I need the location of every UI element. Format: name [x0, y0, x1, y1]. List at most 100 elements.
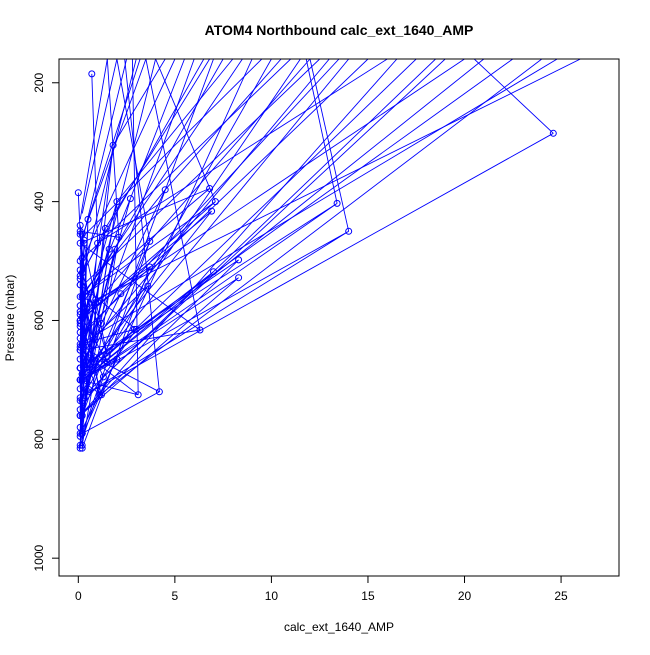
data-point [76, 441, 84, 449]
data-point [90, 340, 98, 348]
data-point [333, 199, 341, 207]
data-point [80, 239, 88, 247]
series-segment [120, 59, 340, 295]
series-segment [79, 59, 398, 416]
series-segment [309, 59, 350, 232]
data-point [101, 224, 109, 232]
series-segment [79, 59, 321, 289]
data-point [76, 412, 84, 420]
data-point [76, 281, 84, 289]
series-segment [79, 59, 292, 262]
series-segment [79, 59, 558, 345]
series-segment [473, 59, 554, 134]
series-lines [77, 59, 581, 449]
series-segment [97, 59, 388, 244]
data-point [78, 230, 86, 238]
data-point [115, 233, 123, 241]
series-segment [129, 59, 185, 199]
data-point [132, 325, 140, 333]
data-point [211, 198, 219, 206]
data-point [74, 189, 82, 197]
series-segment [79, 59, 330, 357]
data-point [130, 325, 138, 333]
data-point [126, 195, 134, 203]
series-segment [81, 59, 176, 262]
data-point [84, 388, 92, 396]
data-point [96, 391, 104, 399]
data-point [206, 185, 214, 192]
series-segment [93, 59, 301, 363]
series-segment [83, 59, 147, 232]
data-point [117, 290, 125, 298]
data-point [76, 394, 84, 402]
series-line-3 [78, 132, 554, 435]
data-point [98, 319, 105, 327]
series-segment [83, 59, 350, 381]
data-point [78, 293, 86, 301]
data-point [196, 326, 204, 334]
y-tick-label: 400 [32, 191, 46, 211]
data-point [134, 391, 142, 399]
data-point [76, 221, 84, 229]
y-tick-label: 200 [32, 72, 46, 92]
series-segment [305, 59, 338, 204]
data-point [549, 129, 557, 137]
series-segment [104, 59, 210, 229]
series-segment [124, 59, 160, 392]
data-point [92, 299, 100, 307]
series-segment [81, 59, 118, 214]
series-segment [79, 59, 137, 285]
y-tick-label: 1000 [32, 545, 46, 572]
series-segment [79, 59, 311, 321]
series-segment [131, 59, 139, 395]
data-point [98, 391, 105, 399]
data-point [146, 263, 154, 271]
series-segment [164, 59, 282, 190]
data-point [92, 296, 100, 304]
series-segment [106, 59, 417, 357]
data-point [235, 274, 243, 282]
series-segment [155, 59, 216, 202]
series-segment [79, 59, 108, 220]
series-segment [103, 59, 446, 378]
data-point [103, 358, 111, 366]
data-point [76, 376, 84, 384]
series-segment [87, 59, 436, 393]
data-point [76, 319, 84, 327]
data-point [76, 317, 84, 324]
y-axis: 200 400 600 800 1000 [32, 72, 60, 572]
data-point [345, 227, 353, 235]
data-point [78, 269, 86, 277]
x-axis: 0 5 10 15 20 25 [75, 575, 568, 603]
data-point [76, 230, 84, 238]
data-point [109, 141, 117, 149]
data-point [76, 429, 84, 437]
data-point [76, 444, 84, 452]
x-tick-label: 5 [172, 589, 179, 603]
data-point [90, 358, 98, 366]
data-point [76, 397, 84, 405]
series-segment [95, 59, 581, 301]
chart-title: ATOM4 Northbound calc_ext_1640_AMP [205, 22, 474, 38]
data-point [76, 364, 84, 372]
data-point [78, 429, 86, 437]
series-segment [116, 59, 151, 242]
series-segment [87, 59, 141, 220]
data-point [99, 373, 107, 381]
data-point [94, 239, 102, 247]
data-point [76, 239, 84, 247]
series-segment [145, 59, 201, 331]
x-tick-label: 10 [265, 589, 279, 603]
data-point [78, 370, 86, 378]
series-segment [135, 59, 514, 330]
y-tick-label: 800 [32, 429, 46, 449]
y-axis-label: Pressure (mbar) [3, 275, 17, 362]
data-point [105, 245, 113, 253]
series-points [74, 70, 557, 452]
x-tick-label: 0 [75, 589, 82, 603]
data-point [113, 198, 121, 206]
x-axis-label: calc_ext_1640_AMP [284, 620, 394, 634]
data-point [210, 268, 217, 276]
